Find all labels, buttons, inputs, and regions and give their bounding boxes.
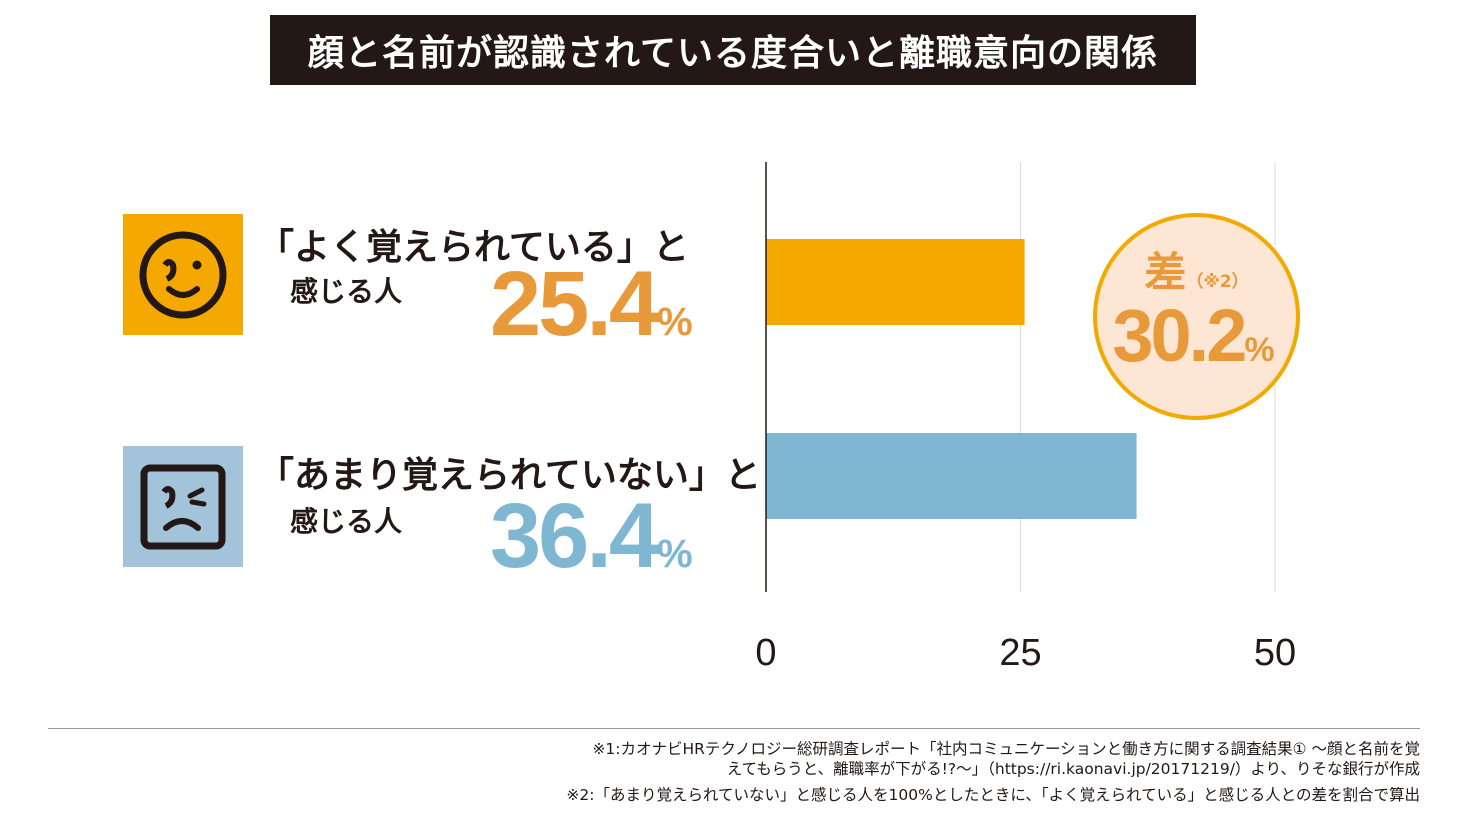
category-label-2: 「あまり覚えられていない」と [258, 455, 761, 496]
smiling-face-icon [123, 214, 243, 335]
value-number: 36.4 [490, 485, 660, 587]
category-sub-1: 感じる人 [290, 275, 403, 308]
x-tick-label: 0 [755, 632, 777, 674]
footnote-1-cont: えてもらうと、離職率が下がる!?～」（https://ri.kaonavi.jp… [726, 760, 1420, 778]
difference-value: 30.2 [1112, 294, 1247, 377]
x-tick-label: 50 [1253, 632, 1297, 674]
difference-note: （※2） [1186, 272, 1249, 292]
difference-label: 差 [1144, 248, 1187, 297]
page-title: 顔と名前が認識されている度合いと離職意向の関係 [270, 15, 1196, 85]
bar-2 [766, 433, 1137, 519]
footnote-divider [48, 728, 1420, 729]
footnote-2: ※2:「あまり覚えられていない」と感じる人を100%としたときに、「よく覚えられ… [566, 786, 1420, 804]
value-number: 25.4 [490, 253, 660, 355]
value-unit: % [657, 300, 693, 344]
footnote-1: ※1:カオナビHRテクノロジー総研調査レポート「社内コミュニケーションと働き方に… [592, 740, 1420, 758]
bar-1 [766, 239, 1025, 325]
value-label-1: 25.4% [490, 252, 693, 357]
value-label-2: 36.4% [490, 484, 693, 589]
value-unit: % [657, 532, 693, 576]
difference-callout: 差（※2） 30.2% [1093, 213, 1300, 420]
category-label-1: 「よく覚えられている」と [258, 227, 689, 268]
frowning-face-icon [123, 446, 243, 567]
difference-unit: % [1244, 331, 1275, 369]
x-tick-label: 25 [999, 632, 1042, 674]
category-sub-2: 感じる人 [290, 505, 403, 538]
